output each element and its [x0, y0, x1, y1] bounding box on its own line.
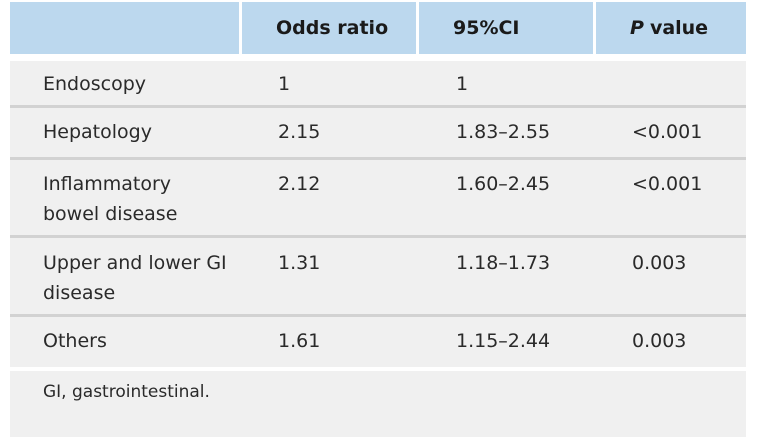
- header-cell-ci: 95%CI: [419, 2, 593, 54]
- table-row: Others 1.61 1.15–2.44 0.003: [10, 317, 746, 367]
- footnote-text: GI, gastrointestinal.: [43, 382, 210, 402]
- table-header: Odds ratio 95%CI P value: [10, 2, 746, 54]
- table-footnote: GI, gastrointestinal.: [10, 371, 746, 437]
- row-category: Endoscopy: [43, 73, 147, 95]
- row-p-value: 0.003: [632, 252, 687, 274]
- row-category: Hepatology: [43, 121, 152, 143]
- header-p-label: value: [649, 17, 709, 39]
- row-category: Upper and lower GI disease: [43, 252, 227, 304]
- row-ci: 1.15–2.44: [456, 330, 551, 352]
- row-ci: 1: [456, 73, 469, 95]
- row-ci: 1.83–2.55: [456, 121, 551, 143]
- header-cell-category: [10, 2, 239, 54]
- header-p-symbol: P: [630, 17, 644, 39]
- row-ci: 1.18–1.73: [456, 252, 551, 274]
- row-odds-ratio: 1: [278, 73, 291, 95]
- row-odds-ratio: 2.15: [278, 121, 321, 143]
- row-p-value: <0.001: [632, 121, 703, 143]
- row-odds-ratio: 1.31: [278, 252, 321, 274]
- row-p-value: 0.003: [632, 330, 687, 352]
- row-ci: 1.60–2.45: [456, 173, 551, 195]
- table-row: Inflammatory bowel disease 2.12 1.60–2.4…: [10, 160, 746, 238]
- table-row: Upper and lower GI disease 1.31 1.18–1.7…: [10, 238, 746, 317]
- header-cell-p-value: P value: [596, 2, 746, 54]
- row-odds-ratio: 1.61: [278, 330, 321, 352]
- table-row: Hepatology 2.15 1.83–2.55 <0.001: [10, 108, 746, 160]
- row-category: Inflammatory bowel disease: [43, 173, 178, 225]
- table-row: Endoscopy 1 1: [10, 61, 746, 108]
- row-category: Others: [43, 330, 107, 352]
- table-body: Endoscopy 1 1 Hepatology 2.15 1.83–2.55 …: [10, 61, 746, 367]
- header-cell-odds-ratio: Odds ratio: [242, 2, 416, 54]
- row-p-value: <0.001: [632, 173, 703, 195]
- row-odds-ratio: 2.12: [278, 173, 321, 195]
